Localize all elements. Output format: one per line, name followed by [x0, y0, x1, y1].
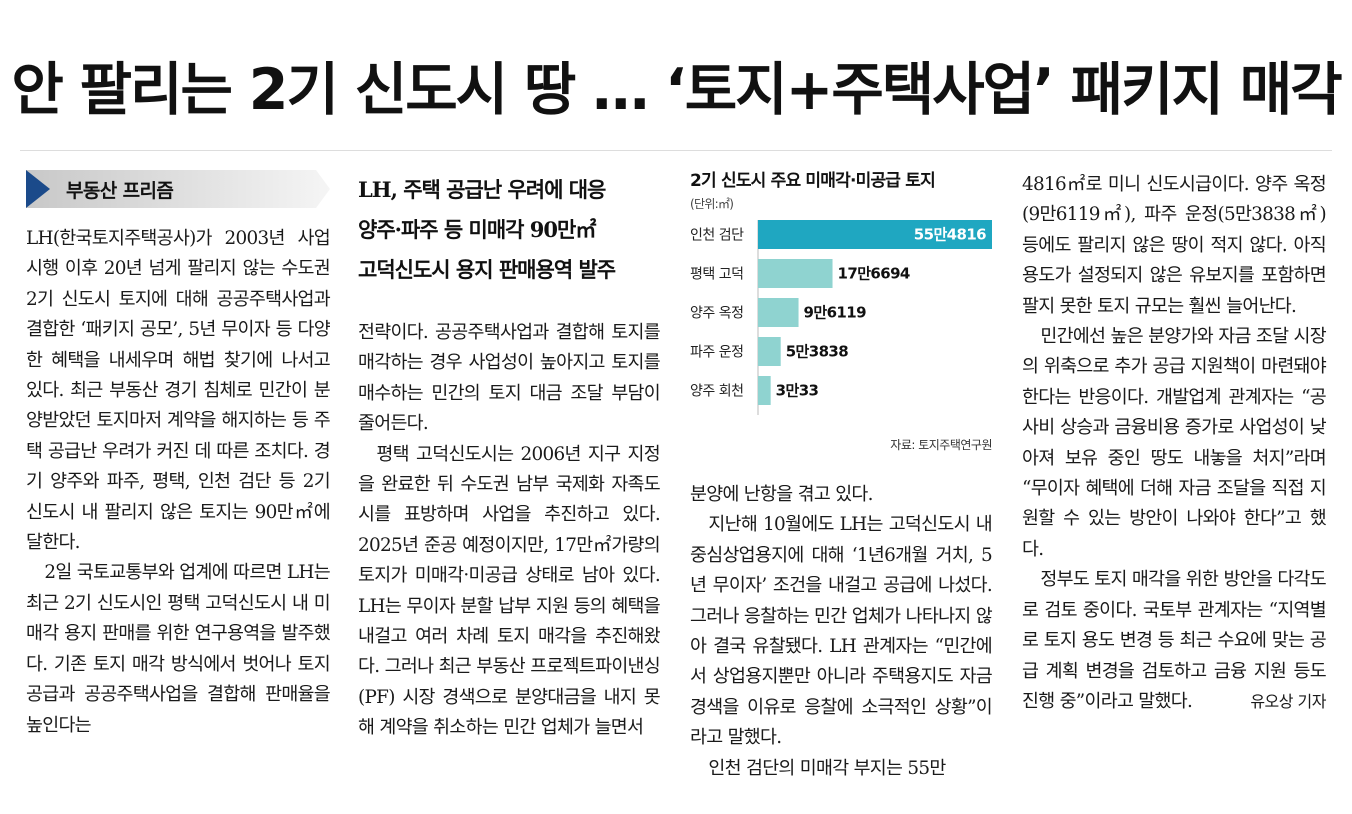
section-label: 부동산 프리즘	[66, 180, 174, 202]
column-3: 2기 신도시 주요 미매각·미공급 토지 (단위:㎡) 인천 검단 55만4816…	[690, 170, 993, 784]
subheadline: LH, 주택 공급난 우려에 대응 양주·파주 등 미매각 90만㎡ 고덕신도시…	[358, 170, 660, 290]
section-tag: 부동산 프리즘	[26, 170, 330, 208]
body-paragraph: 지난해 10월에도 LH는 고덕신도시 내 중심상업용지에 대해 ‘1년6개월 …	[690, 514, 993, 749]
body-text: 정부도 토지 매각을 위한 방안을 다각도로 검토 중이다. 국토부 관계자는 …	[1022, 569, 1327, 712]
body-paragraph: 정부도 토지 매각을 위한 방안을 다각도로 검토 중이다. 국토부 관계자는 …	[1022, 565, 1327, 717]
chart-bar	[758, 220, 992, 249]
byline: 유오상 기자	[1250, 691, 1326, 711]
body-paragraph: 전략이다. 공공주택사업과 결합해 토지를 매각하는 경우 사업성이 높아지고 …	[358, 322, 661, 435]
body-paragraph: 민간에선 높은 분양가와 자금 조달 시장의 위축으로 추가 공급 지원책이 마…	[1022, 326, 1327, 560]
chart-plot: 인천 검단 55만4816 평택 고덕 17만6694 양주 옥정 9만6119 파주 운정…	[690, 220, 992, 415]
chart-value-label: 9만6119	[804, 304, 867, 322]
column-4: 4816㎡로 미니 신도시급이다. 양주 옥정(9만6119㎡), 파주 운정(…	[1022, 170, 1327, 717]
chart-bar	[758, 376, 771, 405]
body-paragraph: 분양에 난항을 겪고 있다.	[690, 484, 873, 505]
column-1: 부동산 프리즘 LH(한국토지주택공사)가 2003년 사업 시행 이후 20년…	[26, 170, 331, 741]
bar-chart: 2기 신도시 주요 미매각·미공급 토지 (단위:㎡) 인천 검단 55만4816…	[690, 170, 992, 470]
chart-unit: (단위:㎡)	[690, 197, 734, 211]
chart-value-label: 17만6694	[838, 265, 910, 283]
chart-category-label: 양주 옥정	[690, 306, 743, 322]
chart-category-label: 파주 운정	[690, 345, 743, 361]
chart-source: 자료: 토지주택연구원	[890, 438, 992, 452]
body-paragraph: 4816㎡로 미니 신도시급이다. 양주 옥정(9만6119㎡), 파주 운정(…	[1022, 174, 1327, 317]
chart-bar	[758, 337, 781, 366]
chart-category-label: 인천 검단	[690, 228, 744, 244]
subheadline-line: LH, 주택 공급난 우려에 대응	[358, 177, 606, 202]
column-2: LH, 주택 공급난 우려에 대응 양주·파주 등 미매각 90만㎡ 고덕신도시…	[358, 170, 661, 744]
chart-value-label: 3만33	[776, 382, 819, 400]
header-divider	[20, 150, 1332, 151]
section-arrow-icon	[26, 170, 50, 208]
chart-title: 2기 신도시 주요 미매각·미공급 토지	[690, 171, 936, 191]
chart-bar	[758, 298, 799, 327]
chart-value-label: 5만3838	[786, 343, 849, 361]
chart-value-label: 55만4816	[914, 226, 986, 244]
section-tag-bar	[26, 170, 330, 208]
body-paragraph: 인천 검단의 미매각 부지는 55만	[708, 757, 946, 779]
chart-category-label: 양주 회천	[690, 384, 743, 400]
body-paragraph: 평택 고덕신도시는 2006년 지구 지정을 완료한 뒤 수도권 남부 국제화 …	[358, 443, 661, 739]
headline: 안 팔리는 2기 신도시 땅 … ‘토지+주택사업’ 패키지 매각	[11, 57, 1342, 123]
subheadline-line: 고덕신도시 용지 판매용역 발주	[358, 257, 616, 282]
subheadline-line: 양주·파주 등 미매각 90만㎡	[358, 217, 596, 242]
body-paragraph: LH(한국토지주택공사)가 2003년 사업 시행 이후 20년 넘게 팔리지 …	[26, 228, 331, 554]
body-paragraph: 2일 국토교통부와 업계에 따르면 LH는 최근 2기 신도시인 평택 고덕신도…	[26, 562, 331, 736]
chart-category-label: 평택 고덕	[690, 267, 743, 283]
chart-bar	[758, 259, 833, 288]
